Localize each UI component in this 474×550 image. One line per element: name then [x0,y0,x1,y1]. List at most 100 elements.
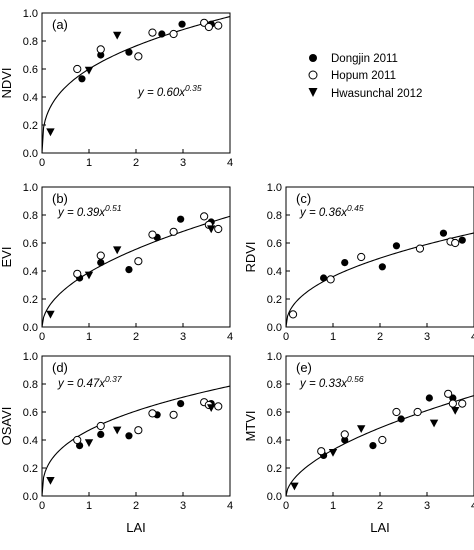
point-hopum [204,22,213,32]
chart-panel-osavi: 0.0 0.2 0.4 0.6 0.8 1.0 0 1 2 3 4 OSAVI LAI (d)y = 0.… [0,351,233,535]
point-hopum [169,410,178,419]
point-dongjin [397,415,405,423]
y-tick-label: 0.2 [267,294,282,306]
y-tick-label: 1.0 [267,182,282,194]
point-hopum [96,251,105,260]
y-tick-label: 1.0 [23,351,38,363]
chart-panel-evi: 0.0 0.2 0.4 0.6 0.8 1.0 0 1 2 3 4 EVI (b)y = 0.39x0.… [0,182,233,343]
plot-frame [285,355,474,497]
point-hwasunchal [46,477,55,485]
y-tick-label: 0.0 [267,322,282,334]
point-dongjin [158,30,166,38]
fit-equation: y = 0.60x0.35 [137,83,202,99]
x-tick-label: 0 [39,500,45,512]
point-dongjin [177,215,185,223]
legend-marker-dongjin [309,54,317,62]
point-dongjin [125,48,133,56]
point-hwasunchal [328,449,338,457]
y-tick-label: 0.0 [23,322,38,334]
x-tick-label: 3 [180,157,186,169]
point-hopum [415,244,425,253]
y-tick-label: 0.8 [23,210,38,222]
panel-label: (b) [52,191,68,206]
fit-curve [285,232,474,328]
x-tick-label: 1 [330,500,336,512]
panel-label: (a) [52,17,68,32]
point-hwasunchal [46,310,55,319]
point-dongjin [425,394,433,402]
y-tick-label: 1.0 [23,182,38,194]
x-tick-label: 0 [283,331,289,343]
point-hopum [148,409,157,418]
y-tick-label: 0.8 [267,210,282,222]
y-tick-label: 0.6 [23,64,38,76]
x-tick-label: 0 [39,157,45,169]
fit-equation: y = 0.47x0.37 [57,374,122,390]
legend-item-hwasunchal: Hwasunchal 2012 [308,88,422,100]
point-hopum [288,310,298,319]
y-tick-label: 0.8 [267,379,282,391]
panel-label: (e) [296,360,312,375]
point-hopum [378,435,387,445]
point-hopum [357,252,366,262]
point-dongjin [458,236,466,244]
y-tick-label: 0.2 [23,294,38,306]
panel-label: (d) [52,360,68,375]
y-tick-label: 0.8 [23,379,38,391]
point-dongjin [177,400,185,408]
x-tick-label: 1 [86,500,92,512]
point-hopum [326,275,335,284]
point-hopum [134,426,143,435]
x-tick-label: 4 [227,157,233,169]
x-tick-label: 1 [86,157,92,169]
x-tick-label: 2 [133,500,139,512]
x-tick-label: 3 [180,331,186,343]
x-tick-label: 2 [133,157,139,169]
point-dongjin [341,259,349,267]
point-hwasunchal [113,31,122,40]
y-tick-label: 1.0 [267,351,282,363]
point-hopum [73,269,82,278]
point-hopum [448,399,457,408]
x-tick-label: 4 [471,331,474,343]
legend-label-hopum: Hopum 2011 [331,70,396,82]
point-hwasunchal [113,246,122,255]
point-hopum [96,45,105,54]
legend-marker-hwasunchal [308,88,318,97]
x-tick-label: 2 [377,500,383,512]
y-axis-label: MTVI [243,410,258,441]
point-hwasunchal [84,439,94,447]
point-hwasunchal [46,128,55,137]
point-dongjin [320,274,328,282]
legend-marker-hopum [308,70,318,80]
y-tick-label: 0.4 [267,266,282,278]
fit-curve [41,16,231,154]
fit-equation: y = 0.33x0.56 [299,374,364,390]
point-hwasunchal [357,425,366,433]
y-tick-label: 1.0 [23,8,38,20]
point-dongjin [369,442,377,450]
point-dongjin [439,229,448,237]
x-tick-label: 0 [283,500,289,512]
point-hwasunchal [84,66,94,75]
point-hopum [214,21,223,30]
point-hopum [317,447,326,456]
y-tick-label: 0.0 [23,148,38,160]
point-hopum [169,227,178,236]
y-tick-label: 0.4 [23,266,38,278]
y-axis-label: EVI [0,247,14,268]
x-tick-label: 0 [39,331,45,343]
point-hopum [392,407,401,417]
legend-item-hopum: Hopum 2011 [308,70,396,82]
legend-label-hwasunchal: Hwasunchal 2012 [331,88,422,100]
x-tick-label: 3 [424,500,430,512]
y-tick-label: 0.6 [23,407,38,419]
y-axis-label: RDVI [243,241,258,272]
chart-panel-rdvi: 0.0 0.2 0.4 0.6 0.8 1.0 0 1 2 3 4 RDVI (c)y = 0.36x0… [243,182,474,343]
y-tick-label: 0.8 [23,36,38,48]
x-tick-label: 4 [471,500,474,512]
point-hopum [134,257,143,266]
y-tick-label: 0.6 [23,238,38,250]
